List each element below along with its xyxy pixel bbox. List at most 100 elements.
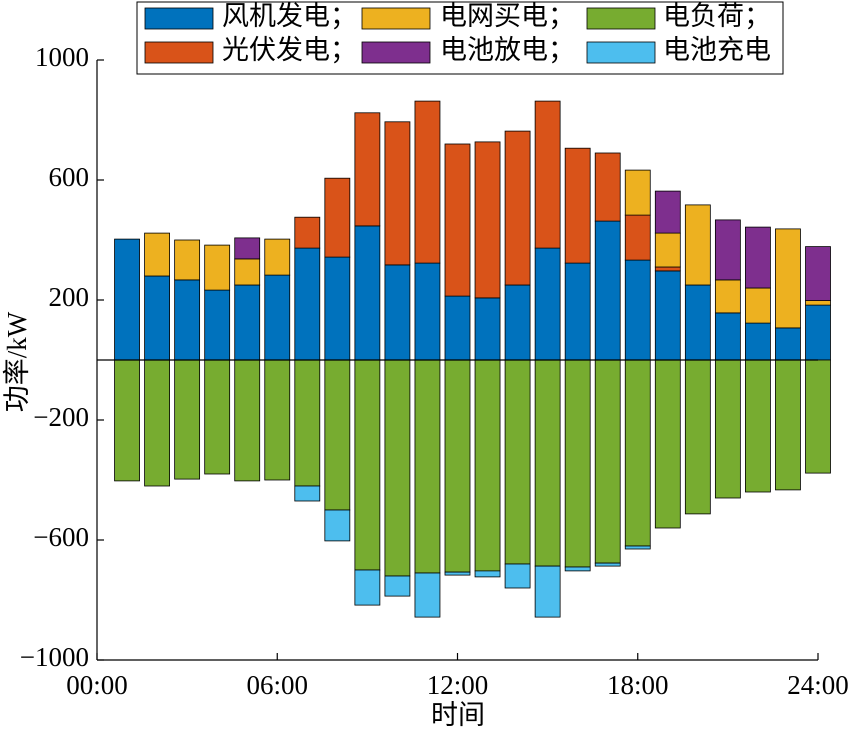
legend-label-load: 电负荷； <box>663 1 771 31</box>
bar-grid-buy-4 <box>204 244 231 291</box>
bar-battery-charge-16 <box>564 566 591 572</box>
bar-battery-charge-17 <box>594 562 621 567</box>
bar-pv-17 <box>594 152 621 222</box>
bar-load-11 <box>414 359 441 574</box>
legend-swatch-pv <box>144 41 214 64</box>
bar-load-2 <box>144 359 170 487</box>
bar-load-18 <box>624 359 651 547</box>
y-tick-label: 1000 <box>35 42 89 72</box>
bar-wind-11 <box>414 262 441 361</box>
legend-swatch-battery-discharge <box>361 41 431 64</box>
bar-load-22 <box>745 359 771 493</box>
bar-battery-charge-13 <box>474 570 501 578</box>
bar-pv-18 <box>624 214 651 261</box>
bar-grid-buy-23 <box>775 228 801 329</box>
y-tick-label: −600 <box>33 522 89 552</box>
bar-load-12 <box>444 359 471 573</box>
bar-battery-discharge-5 <box>234 237 261 260</box>
bar-pv-10 <box>384 121 411 266</box>
x-tick-label: 24:00 <box>787 670 849 700</box>
bar-battery-discharge-19 <box>654 190 681 234</box>
legend-swatch-battery-charge <box>586 41 656 64</box>
bar-wind-10 <box>384 264 411 361</box>
bar-wind-12 <box>444 295 471 361</box>
bar-wind-19 <box>654 270 681 361</box>
bar-wind-2 <box>144 275 170 361</box>
bar-load-10 <box>384 359 411 577</box>
bar-wind-9 <box>354 225 381 361</box>
bar-battery-charge-7 <box>294 485 321 502</box>
bar-grid-buy-21 <box>714 279 741 314</box>
legend-swatch-grid-buy <box>361 7 431 30</box>
bar-wind-6 <box>264 274 291 361</box>
bar-load-4 <box>204 359 231 475</box>
bar-pv-14 <box>504 130 531 286</box>
bar-wind-20 <box>684 284 711 361</box>
bar-battery-discharge-24 <box>805 246 831 302</box>
legend-swatch-wind <box>144 7 214 30</box>
bar-grid-buy-3 <box>174 239 201 281</box>
legend-swatch-load <box>586 7 656 30</box>
bar-battery-charge-8 <box>324 509 351 542</box>
bar-wind-1 <box>114 238 140 361</box>
legend-label-grid-buy: 电网买电； <box>440 1 575 31</box>
bar-load-20 <box>684 359 711 515</box>
bar-wind-24 <box>805 304 831 361</box>
y-tick-label: 600 <box>49 162 90 192</box>
bar-load-15 <box>534 359 561 567</box>
x-tick-label: 18:00 <box>607 670 669 700</box>
x-tick-label: 06:00 <box>246 670 308 700</box>
bar-grid-buy-24 <box>805 300 831 306</box>
bar-wind-13 <box>474 297 501 361</box>
y-axis-label: 功率/kW <box>2 311 32 412</box>
bar-load-17 <box>594 359 621 564</box>
bar-wind-5 <box>234 284 261 361</box>
bar-load-14 <box>504 359 531 565</box>
legend: 风机发电； 光伏发电； 电网买电； 电池放电； 电负荷； 电池充电 <box>136 1 784 75</box>
legend-label-battery-discharge: 电池放电； <box>440 35 575 65</box>
bar-pv-16 <box>564 147 591 264</box>
bar-wind-18 <box>624 259 651 361</box>
y-tick-label: −1000 <box>20 642 89 672</box>
bar-grid-buy-18 <box>624 169 651 216</box>
bar-battery-charge-15 <box>534 565 561 618</box>
bar-load-7 <box>294 359 321 487</box>
x-tick-label: 00:00 <box>66 670 128 700</box>
bar-load-5 <box>234 359 261 482</box>
legend-label-battery-charge: 电池充电 <box>663 35 771 65</box>
bar-wind-21 <box>714 312 741 361</box>
bar-pv-12 <box>444 143 471 297</box>
legend-box <box>136 1 784 75</box>
bar-load-3 <box>174 359 201 480</box>
bar-load-24 <box>805 359 831 474</box>
bar-load-16 <box>564 359 591 568</box>
bar-load-8 <box>324 359 351 511</box>
bar-battery-discharge-22 <box>745 226 771 289</box>
bar-load-19 <box>654 359 681 529</box>
bar-wind-17 <box>594 220 621 361</box>
bar-wind-23 <box>775 327 801 361</box>
bar-pv-8 <box>324 177 351 258</box>
y-tick-label: 200 <box>49 282 90 312</box>
bar-pv-19 <box>654 266 681 272</box>
bar-pv-11 <box>414 100 441 264</box>
bar-load-23 <box>775 359 801 491</box>
bar-wind-22 <box>745 322 771 361</box>
bar-load-6 <box>264 359 291 481</box>
x-ticks: 00:00 06:00 12:00 18:00 24:00 <box>66 653 849 700</box>
bar-battery-charge-18 <box>624 545 651 550</box>
bar-grid-buy-2 <box>144 232 170 277</box>
bar-battery-charge-11 <box>414 572 441 618</box>
bar-wind-16 <box>564 262 591 361</box>
bar-pv-13 <box>474 141 501 299</box>
bar-group <box>114 100 831 618</box>
bar-grid-buy-20 <box>684 204 711 286</box>
bar-wind-14 <box>504 284 531 361</box>
bar-wind-7 <box>294 247 321 361</box>
bar-battery-charge-10 <box>384 575 411 597</box>
y-tick-label: −200 <box>33 402 89 432</box>
bar-pv-7 <box>294 216 321 249</box>
bar-battery-charge-12 <box>444 571 471 576</box>
bar-grid-buy-19 <box>654 232 681 268</box>
